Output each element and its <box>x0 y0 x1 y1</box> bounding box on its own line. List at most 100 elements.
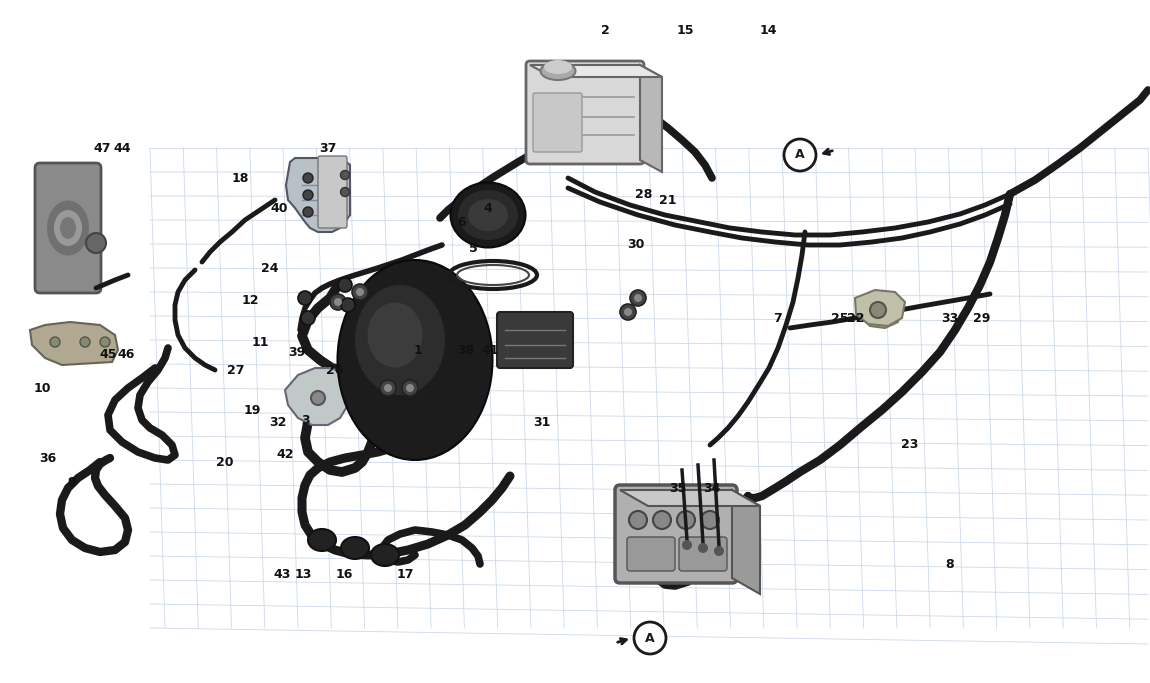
Ellipse shape <box>544 60 572 74</box>
Text: 20: 20 <box>216 456 233 469</box>
Text: 45: 45 <box>99 348 117 361</box>
Circle shape <box>714 546 724 556</box>
Circle shape <box>620 304 636 320</box>
Circle shape <box>334 298 342 306</box>
Text: 41: 41 <box>481 344 499 357</box>
Polygon shape <box>862 300 900 328</box>
Circle shape <box>630 290 646 306</box>
Text: 24: 24 <box>261 262 278 275</box>
Circle shape <box>406 384 414 392</box>
FancyBboxPatch shape <box>319 156 347 228</box>
Polygon shape <box>641 65 662 172</box>
Text: 10: 10 <box>33 382 51 395</box>
Text: 19: 19 <box>244 404 261 417</box>
Text: A: A <box>795 148 805 161</box>
Polygon shape <box>733 490 760 594</box>
Circle shape <box>330 294 346 310</box>
Ellipse shape <box>468 199 508 231</box>
Circle shape <box>629 511 647 529</box>
Text: 6: 6 <box>458 216 466 229</box>
Text: 38: 38 <box>458 344 475 357</box>
Ellipse shape <box>337 260 492 460</box>
FancyBboxPatch shape <box>627 537 675 571</box>
Polygon shape <box>854 290 905 326</box>
Circle shape <box>624 308 632 316</box>
Circle shape <box>302 190 313 200</box>
Polygon shape <box>30 322 118 365</box>
Text: 35: 35 <box>669 482 687 494</box>
Circle shape <box>301 311 315 325</box>
Text: 15: 15 <box>676 23 693 36</box>
Text: 26: 26 <box>327 363 344 376</box>
Text: 33: 33 <box>942 311 959 324</box>
Ellipse shape <box>355 285 445 395</box>
Circle shape <box>310 391 325 405</box>
Circle shape <box>871 302 886 318</box>
Text: 46: 46 <box>117 348 135 361</box>
Text: 42: 42 <box>276 449 293 462</box>
Text: 14: 14 <box>759 23 776 36</box>
Text: 39: 39 <box>289 346 306 359</box>
FancyBboxPatch shape <box>678 537 727 571</box>
Polygon shape <box>530 65 662 77</box>
Text: 7: 7 <box>774 311 782 324</box>
Circle shape <box>340 188 350 197</box>
Circle shape <box>302 173 313 183</box>
Circle shape <box>702 511 719 529</box>
Circle shape <box>653 511 670 529</box>
Polygon shape <box>285 368 350 425</box>
Text: 18: 18 <box>231 171 248 184</box>
Text: 29: 29 <box>973 311 990 324</box>
Circle shape <box>342 298 355 312</box>
Text: 22: 22 <box>848 311 865 324</box>
Polygon shape <box>620 490 760 506</box>
Circle shape <box>356 288 365 296</box>
Text: 11: 11 <box>251 335 269 348</box>
Ellipse shape <box>458 190 518 240</box>
Text: 37: 37 <box>320 141 337 154</box>
Circle shape <box>634 622 666 654</box>
Text: 40: 40 <box>270 201 288 214</box>
Text: 13: 13 <box>294 568 312 581</box>
Text: 9: 9 <box>68 475 76 488</box>
FancyBboxPatch shape <box>34 163 101 293</box>
FancyBboxPatch shape <box>615 485 737 583</box>
Ellipse shape <box>451 182 526 247</box>
Text: 32: 32 <box>269 415 286 428</box>
Text: 27: 27 <box>228 363 245 376</box>
Polygon shape <box>286 158 350 232</box>
Ellipse shape <box>308 529 336 551</box>
Ellipse shape <box>54 210 82 246</box>
Ellipse shape <box>60 217 76 239</box>
Circle shape <box>682 540 692 550</box>
Text: 28: 28 <box>635 189 653 201</box>
Ellipse shape <box>47 201 89 255</box>
Circle shape <box>49 337 60 347</box>
Circle shape <box>86 233 106 253</box>
Ellipse shape <box>368 303 422 367</box>
Ellipse shape <box>371 544 399 566</box>
Circle shape <box>384 384 392 392</box>
Text: 44: 44 <box>113 141 131 154</box>
Circle shape <box>338 278 352 292</box>
Text: 36: 36 <box>39 451 56 464</box>
Circle shape <box>634 294 642 302</box>
Text: 34: 34 <box>704 482 721 494</box>
Text: 30: 30 <box>627 238 645 251</box>
Text: 47: 47 <box>93 141 110 154</box>
Text: 3: 3 <box>300 413 309 426</box>
Circle shape <box>352 284 368 300</box>
FancyBboxPatch shape <box>526 61 644 164</box>
Circle shape <box>81 337 90 347</box>
Text: 8: 8 <box>945 559 954 572</box>
Circle shape <box>784 139 816 171</box>
Circle shape <box>298 291 312 305</box>
Text: 5: 5 <box>469 242 477 255</box>
Circle shape <box>302 207 313 217</box>
Circle shape <box>402 380 417 396</box>
Text: 21: 21 <box>659 193 676 206</box>
Text: 12: 12 <box>242 294 259 307</box>
Circle shape <box>100 337 110 347</box>
Text: 23: 23 <box>902 438 919 451</box>
Circle shape <box>677 511 695 529</box>
